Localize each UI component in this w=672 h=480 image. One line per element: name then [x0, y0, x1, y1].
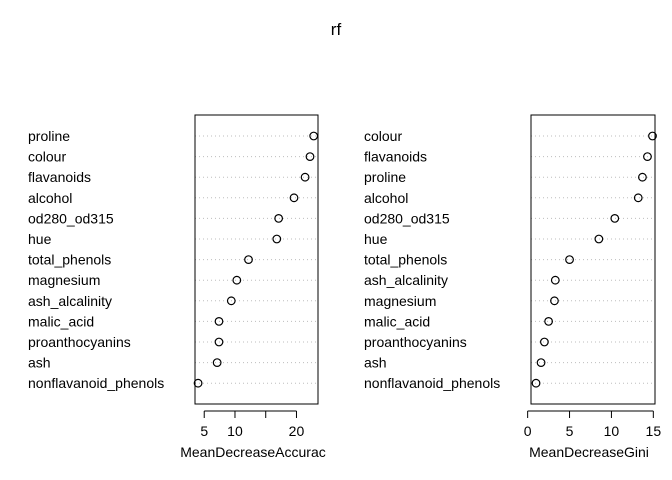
category-label: ash_alcalinity	[28, 293, 112, 309]
category-label: ash	[28, 355, 51, 371]
figure-title: rf	[331, 20, 342, 39]
data-point	[611, 215, 619, 223]
category-label: ash	[364, 355, 387, 371]
category-label: hue	[364, 231, 388, 247]
panel-mean-decrease-gini: colour flavanoids proline alcohol od280_od31…	[364, 115, 661, 460]
x-tick-label: 5	[200, 423, 208, 439]
x-tick-label: 0	[524, 423, 532, 439]
category-label: total_phenols	[364, 252, 447, 268]
category-label: ash_alcalinity	[364, 272, 448, 288]
category-label: flavanoids	[364, 149, 427, 165]
data-point	[215, 318, 223, 326]
category-label: od280_od315	[364, 210, 450, 226]
category-label: magnesium	[28, 272, 100, 288]
category-label: alcohol	[28, 190, 72, 206]
x-axis-title: MeanDecreaseAccurac	[180, 444, 326, 460]
data-point	[595, 235, 603, 243]
category-label: hue	[28, 231, 52, 247]
category-label: malic_acid	[28, 313, 94, 329]
x-tick-label: 10	[604, 423, 620, 439]
category-label: proanthocyanins	[28, 334, 131, 350]
category-label: colour	[28, 149, 66, 165]
category-label: proanthocyanins	[364, 334, 467, 350]
category-label: proline	[28, 128, 70, 144]
x-tick-label: 20	[289, 423, 305, 439]
x-tick-label: 5	[566, 423, 574, 439]
category-label: flavanoids	[28, 169, 91, 185]
category-label: od280_od315	[28, 210, 114, 226]
category-label: colour	[364, 128, 402, 144]
category-label: proline	[364, 169, 406, 185]
category-label: malic_acid	[364, 313, 430, 329]
category-label: magnesium	[364, 293, 436, 309]
category-label: nonflavanoid_phenols	[28, 375, 164, 391]
category-label: alcohol	[364, 190, 408, 206]
data-point	[532, 379, 540, 387]
data-point	[215, 338, 223, 346]
category-label: nonflavanoid_phenols	[364, 375, 500, 391]
category-label: total_phenols	[28, 252, 111, 268]
x-axis-title: MeanDecreaseGini	[529, 444, 649, 460]
x-tick-label: 10	[227, 423, 243, 439]
data-point	[566, 256, 574, 264]
panel-mean-decrease-accuracy: proline colour flavanoids alcohol od280_od31…	[28, 115, 326, 460]
x-tick-label: 15	[646, 423, 662, 439]
plot-frame	[531, 115, 655, 404]
